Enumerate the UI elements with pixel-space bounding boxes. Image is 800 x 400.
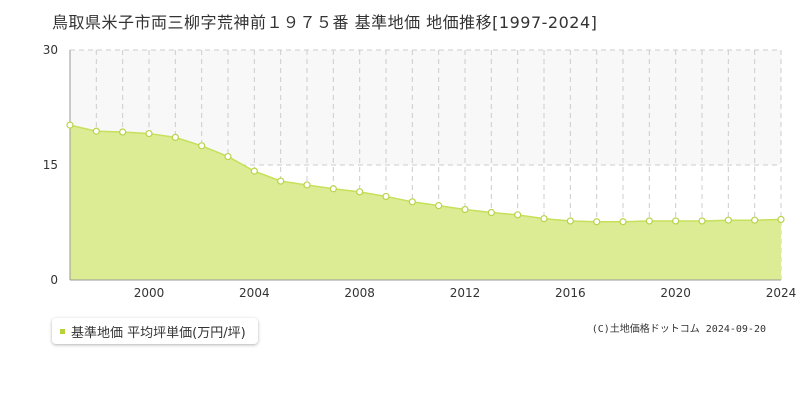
x-tick-label: 2020 <box>660 286 691 300</box>
x-tick-label: 2012 <box>450 286 481 300</box>
copyright-text: (C)土地価格ドットコム 2024-09-20 <box>591 324 766 335</box>
data-point <box>66 121 74 129</box>
data-point <box>724 216 732 224</box>
data-point <box>540 215 548 223</box>
data-point <box>356 188 364 196</box>
data-point <box>303 181 311 189</box>
y-tick-label: 30 <box>43 43 58 57</box>
x-tick-label: 2004 <box>239 286 270 300</box>
data-point <box>487 208 495 217</box>
data-point <box>408 198 416 206</box>
data-point <box>645 217 653 225</box>
data-point <box>435 202 443 210</box>
data-point <box>619 218 627 226</box>
x-tick-label: 2016 <box>555 286 586 300</box>
data-point <box>566 217 574 225</box>
series-area <box>70 125 781 280</box>
data-point <box>119 128 127 136</box>
legend-marker <box>60 328 65 334</box>
data-point <box>224 152 232 161</box>
data-point <box>514 211 522 219</box>
legend: 基準地価 平均坪単価(万円/坪) <box>52 318 258 344</box>
data-point <box>382 192 390 201</box>
x-tick-label: 2008 <box>344 286 375 300</box>
data-point <box>777 215 785 224</box>
chart-title: 鳥取県米子市両三柳字荒神前１９７５番 基準地価 地価推移[1997-2024] <box>52 13 598 32</box>
x-tick-label: 2024 <box>766 286 797 300</box>
y-tick-label: 0 <box>50 273 58 287</box>
y-tick-label: 15 <box>43 158 58 172</box>
data-point <box>277 177 285 185</box>
data-point <box>145 129 153 138</box>
data-point <box>593 218 601 226</box>
legend-label: 基準地価 平均坪単価(万円/坪) <box>71 325 246 341</box>
data-point <box>461 205 469 214</box>
data-point <box>250 167 258 175</box>
data-point <box>698 217 706 225</box>
data-point <box>198 142 206 150</box>
data-point <box>329 185 337 193</box>
data-point <box>171 133 179 141</box>
x-tick-label: 2000 <box>134 286 165 300</box>
series-line <box>69 124 782 223</box>
data-point <box>672 217 680 225</box>
data-point <box>751 216 759 224</box>
data-point <box>92 127 100 135</box>
